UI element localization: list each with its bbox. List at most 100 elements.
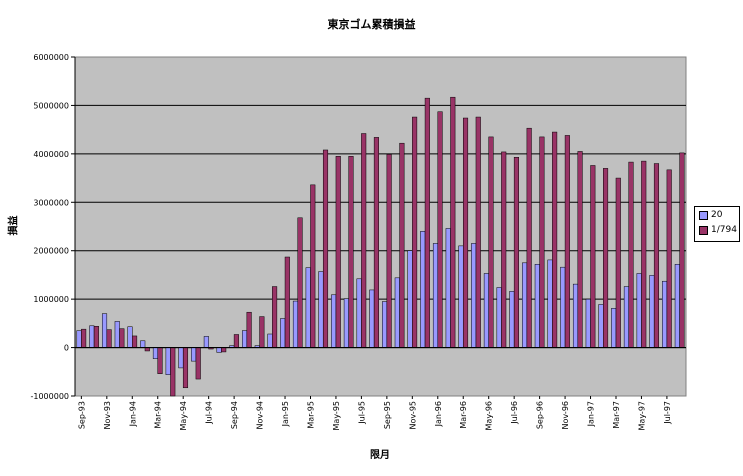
bar-series-1-9 [191,347,197,362]
x-tick-label-20: Jan-97 [587,401,596,427]
legend-item-series-2: 1/794 [699,225,737,235]
bar-series-1-43 [623,286,629,348]
y-tick-label-5: 1000000 [33,295,69,304]
bar-series-2-43 [628,161,634,348]
bar-series-1-34 [509,291,515,348]
bar-series-1-23 [369,289,375,348]
bar-series-1-41 [598,304,604,348]
x-tick-label-5: Jul-94 [205,401,214,425]
y-tick-label-2: 4000000 [33,150,69,159]
bar-series-2-2 [106,329,112,348]
plot-area [74,56,687,397]
bar-series-2-14 [259,316,265,348]
x-tick-label-8: Jan-95 [281,401,290,427]
x-tick-label-19: Nov-96 [561,401,570,429]
bar-series-1-22 [356,278,362,348]
bar-series-1-11 [216,347,222,353]
bar-series-1-26 [407,250,413,348]
x-tick-label-17: Jul-96 [510,401,519,425]
bar-series-1-8 [178,347,184,369]
bar-series-1-7 [165,347,171,375]
bar-series-1-15 [267,333,273,348]
bar-series-2-8 [182,347,189,389]
bar-series-1-20 [331,294,337,348]
bar-series-2-46 [666,169,672,348]
bar-series-2-19 [322,149,329,348]
bar-series-1-21 [343,298,349,348]
bar-series-2-17 [297,217,303,348]
x-axis-label: 限月 [370,450,390,461]
x-tick-label-9: Mar-95 [307,401,316,429]
bar-series-1-31 [471,243,477,348]
bar-series-1-24 [382,301,388,348]
y-tick-label-7: -1000000 [30,392,69,401]
x-tick-label-22: May-97 [637,401,646,430]
bar-series-2-11 [221,347,227,353]
bar-series-2-33 [501,151,507,348]
bar-series-2-26 [412,116,418,348]
x-tick-label-21: Mar-97 [612,401,621,429]
bar-series-1-10 [203,336,209,348]
bar-series-1-17 [292,300,299,348]
bar-series-2-38 [564,135,570,348]
x-tick-label-0: Sep-93 [77,401,86,429]
bar-series-1-6 [152,347,158,359]
bar-series-1-36 [534,264,540,348]
bar-series-2-42 [615,177,621,348]
x-tick-label-6: Sep-94 [230,401,239,429]
legend-swatch-series-2 [699,225,708,235]
bar-series-1-29 [445,228,451,348]
x-tick-label-14: Jan-96 [434,401,443,427]
bar-series-2-4 [132,335,138,348]
bar-series-2-3 [119,328,125,348]
chart-title: 東京ゴム累積損益 [327,18,416,31]
bar-series-2-16 [284,256,290,348]
bar-series-1-19 [318,271,324,348]
bar-series-2-24 [386,154,392,348]
bar-series-2-25 [399,142,405,348]
bar-series-2-35 [526,127,532,348]
bar-series-2-15 [272,286,278,348]
bar-series-1-30 [458,245,464,348]
bar-series-1-47 [674,264,680,348]
legend: 20 1/794 [694,206,740,242]
x-tick-label-23: Jul-97 [663,401,672,425]
bar-series-2-34 [513,157,519,348]
bar-series-1-4 [127,326,133,348]
bar-series-2-18 [310,184,316,348]
x-tick-label-10: May-95 [332,401,341,430]
x-tick-label-2: Jan-94 [128,401,137,427]
bar-series-2-28 [437,111,443,348]
bar-series-1-40 [585,298,591,348]
bar-series-2-39 [577,151,583,348]
bar-series-2-21 [348,156,354,348]
x-tick-label-1: Nov-93 [103,401,112,429]
y-tick-label-0: 6000000 [33,53,69,62]
bar-series-2-13 [246,311,252,348]
bar-series-2-23 [373,137,379,348]
bar-series-2-41 [603,168,609,348]
legend-item-series-1: 20 [699,210,722,220]
bar-series-1-32 [483,273,489,348]
bar-series-1-3 [114,321,120,348]
bar-series-1-44 [636,273,642,348]
bar-series-1-45 [649,275,655,348]
x-tick-label-16: May-96 [485,401,494,430]
y-tick-label-4: 2000000 [33,247,69,256]
bar-series-1-35 [522,262,528,348]
bar-series-1-38 [560,266,566,348]
bar-series-2-44 [641,160,647,348]
x-tick-label-4: May-94 [179,401,188,430]
bar-series-1-18 [305,267,311,348]
bar-series-2-1 [93,326,99,348]
legend-swatch-series-1 [699,210,708,220]
y-axis-label: 損益 [8,215,20,236]
bar-series-1-1 [89,325,95,348]
bar-series-1-25 [394,277,400,348]
bar-series-1-28 [432,243,439,348]
x-tick-label-11: Jul-95 [357,401,366,425]
x-tick-label-12: Sep-95 [383,401,392,429]
bar-series-2-45 [653,163,660,348]
x-tick-label-18: Sep-96 [536,401,545,429]
